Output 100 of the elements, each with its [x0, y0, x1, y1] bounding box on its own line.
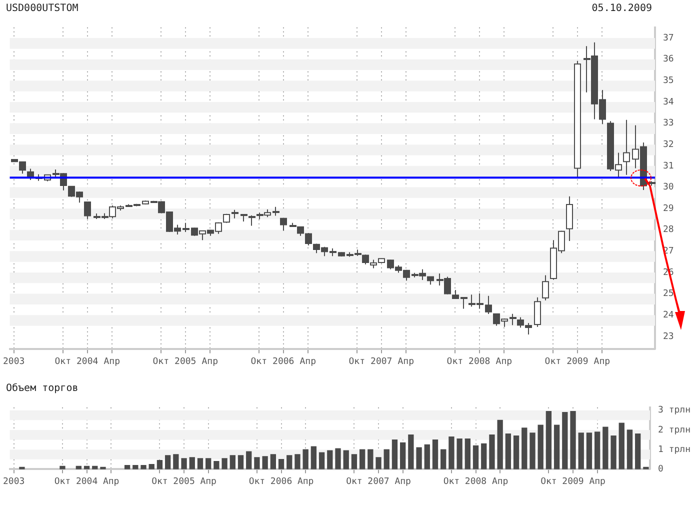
x-tick-label: Окт [250, 356, 268, 367]
x-tick-label: Окт [54, 356, 71, 367]
x-tick-label: 2005 [174, 356, 196, 367]
bar [618, 422, 624, 470]
bar [643, 466, 649, 470]
bar [376, 457, 382, 470]
bar [60, 466, 66, 470]
bar [586, 432, 592, 470]
y-tick-label: 34 [663, 97, 674, 108]
bar [124, 464, 130, 470]
x-tick-label: Апр [492, 476, 508, 487]
x-tick-label: 2009 [562, 476, 584, 487]
x-tick-label: 2003 [3, 356, 25, 367]
x-tick-label: Апр [104, 356, 120, 367]
bar [156, 460, 163, 470]
y-tick-label: 2 трлн [658, 425, 691, 436]
bar [286, 455, 292, 470]
bar [472, 445, 479, 470]
bar [546, 410, 552, 470]
bar [384, 449, 390, 470]
y-tick-label: 23 [663, 332, 674, 342]
bar [206, 458, 212, 470]
bar [214, 461, 220, 470]
y-tick-label: 36 [663, 54, 674, 65]
bar [318, 452, 325, 470]
bar [148, 464, 154, 470]
bar [327, 450, 333, 470]
bar [246, 451, 252, 470]
x-tick-label: Апр [200, 476, 216, 487]
candlestick [248, 214, 256, 226]
bar [408, 434, 414, 470]
x-tick-label: Окт [152, 356, 169, 367]
bar [294, 454, 300, 470]
bar [189, 457, 195, 470]
bar [230, 455, 236, 470]
x-tick-label: Окт [152, 476, 168, 487]
x-tick-label: Окт [446, 356, 464, 367]
x-tick-label: Апр [589, 476, 606, 487]
bar [262, 456, 268, 470]
bar [513, 436, 520, 470]
bar [432, 439, 438, 470]
bar [481, 443, 487, 470]
bar [310, 446, 317, 470]
x-tick-label: Апр [394, 476, 411, 487]
y-tick-label: 25 [663, 289, 674, 300]
bar [197, 458, 204, 470]
x-tick-label: 2003 [3, 476, 25, 487]
chart-title: USD000UTSTOM [6, 3, 78, 14]
bar [19, 466, 25, 470]
x-tick-label: Окт [346, 476, 362, 487]
x-tick-label: 2005 [173, 476, 195, 487]
bar [562, 412, 568, 470]
x-tick-label: 2008 [464, 476, 487, 487]
bar [538, 424, 544, 470]
bar [416, 447, 422, 470]
bar [132, 464, 138, 470]
bar [448, 436, 454, 470]
bar [343, 450, 349, 470]
bar [400, 442, 406, 470]
x-tick-label: Апр [102, 476, 120, 487]
y-tick-label: 0 [658, 464, 664, 475]
bar [164, 455, 171, 470]
bar [570, 410, 576, 470]
y-tick-label: 30 [663, 182, 674, 193]
y-tick-label: 1 трлн [658, 444, 691, 455]
x-tick-label: Окт [544, 356, 562, 367]
bar [368, 449, 374, 470]
x-tick-label: 2007 [368, 476, 390, 487]
x-tick-label: 2004 [76, 356, 98, 367]
bar [635, 434, 641, 470]
x-tick-label: 2006 [272, 356, 294, 367]
bar [505, 434, 512, 470]
y-tick-label: 31 [663, 161, 674, 172]
x-tick-label: 2007 [370, 356, 392, 367]
bar [302, 449, 308, 470]
x-tick-label: Апр [398, 356, 414, 367]
x-tick-label: 2006 [270, 476, 292, 487]
bar [181, 458, 187, 470]
x-tick-label: Окт [540, 476, 557, 487]
x-tick-label: 2009 [566, 356, 588, 367]
x-tick-label: Апр [496, 356, 512, 367]
bar [578, 432, 584, 470]
bar [554, 424, 560, 470]
y-tick-label: 3 трлн [658, 406, 691, 416]
bar [440, 449, 446, 470]
bar [173, 454, 179, 470]
x-tick-label: Окт [248, 476, 266, 487]
x-tick-label: Апр [594, 356, 610, 367]
bar [456, 438, 462, 470]
bar [594, 432, 600, 470]
bar [497, 420, 503, 470]
bar [530, 432, 536, 470]
x-tick-label: Апр [300, 356, 316, 367]
bar [222, 458, 228, 470]
y-tick-label: 33 [663, 118, 674, 129]
bar [254, 457, 260, 470]
chart-title: Объем торгов [6, 383, 78, 394]
bar [424, 444, 430, 470]
x-tick-label: Окт [348, 356, 366, 367]
y-tick-label: 32 [663, 140, 674, 150]
